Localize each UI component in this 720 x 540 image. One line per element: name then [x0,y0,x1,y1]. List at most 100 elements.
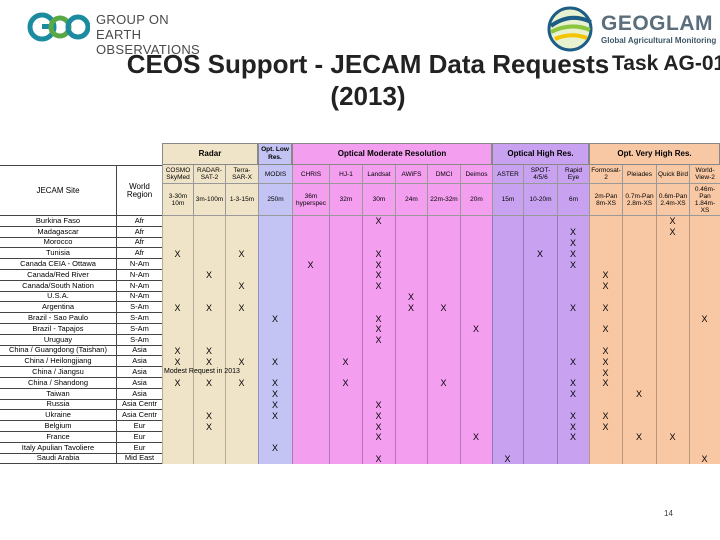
region-name: Mid East [116,453,162,465]
modest-request-note: Modest Request in 2013 [164,368,240,376]
region-name: Asia [116,345,162,357]
request-mark: X [238,356,245,367]
request-mark: X [569,356,576,367]
request-mark: X [375,324,382,335]
request-mark: X [238,378,245,389]
resolution-header: 3-30m 10m [162,184,193,216]
request-mark: X [602,378,609,389]
site-name: Ukraine [0,410,116,422]
resolution-header: 0.7m-Pan 2.8m-XS [622,184,656,216]
request-mark: X [375,335,382,346]
request-mark: X [174,378,181,389]
request-mark: X [602,270,609,281]
request-mark: X [205,302,212,313]
request-mark: X [174,302,181,313]
site-name: China / Jiangsu [0,367,116,378]
request-mark: X [271,378,278,389]
request-mark: X [635,389,642,400]
request-mark: X [635,432,642,443]
request-mark: X [238,302,245,313]
region-name: Asia Centr [116,410,162,422]
site-name: Madagascar [0,226,116,238]
request-mark: X [174,356,181,367]
region-name: S-Am [116,324,162,335]
request-mark: X [342,356,349,367]
region-name: Eur [116,432,162,443]
resolution-header: 1-3-15m [225,184,258,216]
geo-logo-line1: GROUP ON [96,12,169,27]
sensor-header: RADAR-SAT-2 [193,165,225,184]
resolution-header: 6m [557,184,589,216]
resolution-header: 22m-32m [427,184,460,216]
site-name: Italy Apulian Tavoliere [0,442,116,454]
column-band [292,165,329,465]
site-name: Saudi Arabia [0,453,116,465]
region-name: Eur [116,442,162,454]
request-mark: X [701,313,708,324]
sensor-header: ASTER [492,165,523,184]
resolution-header: 20m [460,184,492,216]
region-name: N-Am [116,259,162,270]
group-header: Optical Moderate Resolution [292,143,492,165]
column-band [589,165,622,465]
request-mark: X [602,410,609,421]
request-mark: X [205,410,212,421]
region-header: World Region [116,165,162,216]
request-mark: X [701,453,708,464]
sensor-header: Pleiades [622,165,656,184]
region-name: Asia [116,367,162,378]
column-band [193,165,225,465]
request-mark: X [375,216,382,227]
site-name: China / Heilongjiang [0,356,116,368]
request-mark: X [238,281,245,292]
request-mark: X [271,313,278,324]
region-name: Asia [116,378,162,389]
request-mark: X [669,227,676,238]
request-mark: X [569,227,576,238]
column-band [656,165,689,465]
group-header: Opt. Low Res. [258,143,292,165]
column-band [622,165,656,465]
request-mark: X [536,248,543,259]
request-mark: X [174,345,181,356]
site-name: Burkina Faso [0,216,116,227]
sensor-header: DMCI [427,165,460,184]
sensor-header: COSMO SkyMed [162,165,193,184]
request-mark: X [569,378,576,389]
site-name: Tunisia [0,248,116,260]
sensor-header: CHRIS [292,165,329,184]
request-mark: X [440,378,447,389]
site-name: Uruguay [0,334,116,346]
site-name: Belgium [0,421,116,432]
request-mark: X [271,389,278,400]
resolution-header: 10-20m [523,184,557,216]
region-name: Afr [116,248,162,260]
group-header: Optical High Res. [492,143,589,165]
group-header: Radar [162,143,258,165]
geo-logo-text: GROUP ON EARTH OBSERVATIONS [96,12,236,57]
column-band [460,165,492,465]
request-mark: X [407,291,414,302]
task-label: Task AG-01 [612,52,720,75]
region-name: Afr [116,237,162,249]
sensor-header: Deimos [460,165,492,184]
column-band [362,165,395,465]
site-name: China / Shandong [0,378,116,389]
request-mark: X [569,259,576,270]
site-name: China / Guangdong (Taishan) [0,345,116,357]
sensor-header: Landsat [362,165,395,184]
request-mark: X [375,259,382,270]
site-name: Canada/Red River [0,270,116,281]
column-band [492,165,523,465]
resolution-header: 2m-Pan 8m-XS [589,184,622,216]
request-mark: X [669,216,676,227]
request-mark: X [307,259,314,270]
site-name: Brazil - Sao Paulo [0,313,116,324]
request-mark: X [569,302,576,313]
region-name: N-Am [116,280,162,292]
request-mark: X [205,356,212,367]
request-mark: X [375,410,382,421]
sensor-header: Rapid Eye [557,165,589,184]
request-mark: X [205,378,212,389]
request-mark: X [602,302,609,313]
